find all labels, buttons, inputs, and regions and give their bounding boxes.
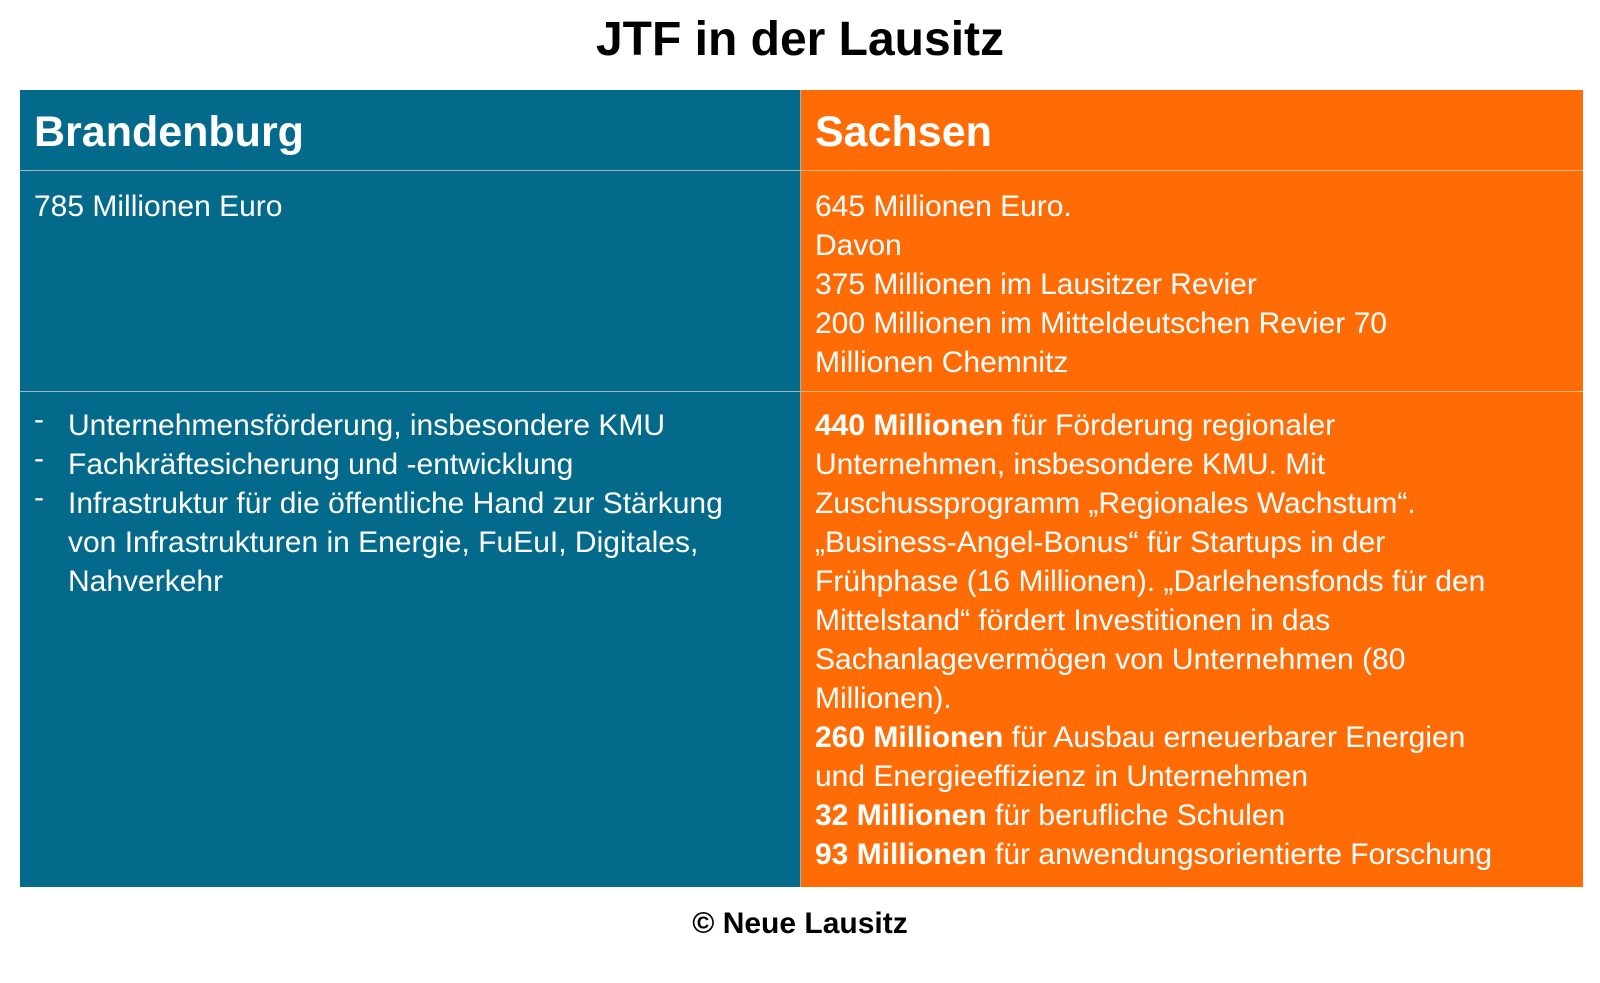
brandenburg-amount-line: 785 Millionen Euro bbox=[34, 190, 283, 223]
sachsen-amount-line: Davon bbox=[815, 229, 902, 262]
brandenburg-details-cell: - Unternehmensförderung, insbesondere KM… bbox=[20, 392, 801, 887]
sachsen-detail-line: Sachanlagevermögen von Unternehmen (80 bbox=[815, 640, 1577, 679]
sachsen-header: Sachsen bbox=[815, 108, 992, 156]
detail-text: und Energieeffizienz in Unternehmen bbox=[815, 760, 1309, 793]
bullet-text: Infrastruktur für die öffentliche Hand z… bbox=[68, 487, 723, 520]
bullet-text: von Infrastrukturen in Energie, FuEuI, D… bbox=[68, 526, 699, 559]
sachsen-amount-line: 645 Millionen Euro. bbox=[815, 190, 1072, 223]
sachsen-detail-line: Millionen). bbox=[815, 679, 1577, 718]
detail-text: für Ausbau erneuerbarer Energien bbox=[1003, 721, 1466, 754]
sachsen-detail-line: Zuschussprogramm „Regionales Wachstum“. bbox=[815, 484, 1577, 523]
detail-text: für berufliche Schulen bbox=[986, 799, 1286, 832]
brandenburg-bullet-list: - Unternehmensförderung, insbesondere KM… bbox=[34, 403, 792, 601]
page-title: JTF in der Lausitz bbox=[595, 13, 1005, 66]
detail-text: Mittelstand“ fördert Investitionen in da… bbox=[815, 604, 1331, 637]
sachsen-detail-line: Frühphase (16 Millionen). „Darlehensfond… bbox=[815, 562, 1577, 601]
sachsen-header-cell: Sachsen bbox=[801, 90, 1583, 171]
bullet-item: - Fachkräftesicherung und -entwicklung bbox=[34, 442, 792, 484]
detail-amount: 93 Millionen bbox=[815, 838, 987, 871]
detail-text: für anwendungsorientierte Forschung bbox=[986, 838, 1493, 871]
sachsen-detail-line: 93 Millionen für anwendungsorientierte F… bbox=[815, 835, 1577, 874]
sachsen-amount-line: 200 Millionen im Mitteldeutschen Revier … bbox=[815, 307, 1387, 340]
detail-text: Millionen). bbox=[815, 682, 952, 715]
sachsen-amount-line: Millionen Chemnitz bbox=[815, 346, 1069, 379]
bullet-dash: - bbox=[34, 481, 44, 514]
bullet-text: Unternehmensförderung, insbesondere KMU bbox=[68, 409, 665, 442]
sachsen-details-cell: 440 Millionen für Förderung regionaler Un… bbox=[801, 392, 1583, 887]
brandenburg-amount: 785 Millionen Euro bbox=[34, 187, 790, 226]
bullet-text: Nahverkehr bbox=[68, 565, 224, 598]
sachsen-detail-line: „Business-Angel-Bonus“ für Startups in d… bbox=[815, 523, 1577, 562]
detail-text: „Business-Angel-Bonus“ für Startups in d… bbox=[815, 526, 1386, 559]
sachsen-detail-line: Unternehmen, insbesondere KMU. Mit bbox=[815, 445, 1577, 484]
detail-text: Sachanlagevermögen von Unternehmen (80 bbox=[815, 643, 1406, 676]
sachsen-amount-line: 375 Millionen im Lausitzer Revier bbox=[815, 268, 1257, 301]
detail-text: für Förderung regionaler bbox=[1003, 409, 1336, 442]
sachsen-detail-line: und Energieeffizienz in Unternehmen bbox=[815, 757, 1577, 796]
detail-amount: 260 Millionen bbox=[815, 721, 1004, 754]
brandenburg-header-cell: Brandenburg bbox=[20, 90, 801, 171]
bullet-item: - Unternehmensförderung, insbesondere KM… bbox=[34, 403, 792, 445]
sachsen-amount-cell: 645 Millionen Euro. Davon 375 Millionen … bbox=[801, 171, 1583, 392]
comparison-table: Brandenburg Sachsen 785 Millionen Euro 6… bbox=[20, 90, 1583, 887]
detail-amount: 440 Millionen bbox=[815, 409, 1004, 442]
bullet-text: Fachkräftesicherung und -entwicklung bbox=[68, 448, 574, 481]
sachsen-detail-line: 260 Millionen für Ausbau erneuerbarer En… bbox=[815, 718, 1577, 757]
brandenburg-amount-cell: 785 Millionen Euro bbox=[20, 171, 801, 392]
sachsen-detail-line: 440 Millionen für Förderung regionaler bbox=[815, 406, 1577, 445]
copyright-footer: © Neue Lausitz bbox=[692, 907, 908, 940]
detail-text: Unternehmen, insbesondere KMU. Mit bbox=[815, 448, 1326, 481]
detail-text: Frühphase (16 Millionen). „Darlehensfond… bbox=[815, 565, 1486, 598]
detail-amount: 32 Millionen bbox=[815, 799, 987, 832]
sachsen-details: 440 Millionen für Förderung regionaler Un… bbox=[815, 406, 1577, 874]
sachsen-detail-line: Mittelstand“ fördert Investitionen in da… bbox=[815, 601, 1577, 640]
sachsen-amount: 645 Millionen Euro. Davon 375 Millionen … bbox=[815, 187, 1573, 382]
sachsen-detail-line: 32 Millionen für berufliche Schulen bbox=[815, 796, 1577, 835]
bullet-dash: - bbox=[34, 442, 44, 475]
detail-text: Zuschussprogramm „Regionales Wachstum“. bbox=[815, 487, 1416, 520]
bullet-dash: - bbox=[34, 403, 44, 436]
bullet-item: - Infrastruktur für die öffentliche Hand… bbox=[34, 481, 792, 601]
brandenburg-header: Brandenburg bbox=[34, 108, 304, 156]
